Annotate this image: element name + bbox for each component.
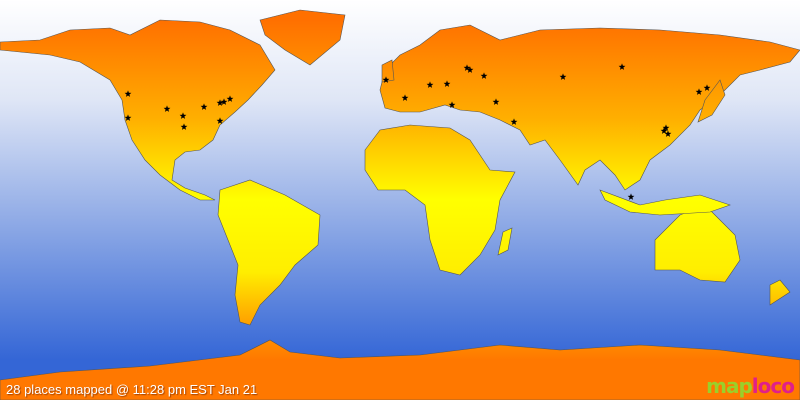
star-icon[interactable] (559, 73, 567, 80)
logo-part-loco: loco (751, 374, 795, 398)
north-america (0, 19, 276, 201)
star-icon[interactable] (443, 80, 451, 87)
star-icon[interactable] (480, 72, 488, 79)
madagascar (497, 227, 513, 256)
new-zealand (769, 279, 791, 306)
logo-part-map: map (706, 374, 753, 398)
star-icon[interactable] (200, 103, 208, 110)
star-icon[interactable] (660, 127, 668, 134)
star-icon[interactable] (466, 66, 474, 73)
antarctica (0, 339, 800, 400)
star-icon[interactable] (220, 98, 228, 105)
maploco-logo[interactable]: maploco (706, 374, 795, 398)
land-masses (0, 9, 800, 400)
japan (697, 79, 726, 123)
star-icon[interactable] (226, 95, 234, 102)
star-icon[interactable] (216, 117, 224, 124)
indonesia (599, 189, 731, 216)
africa (364, 124, 516, 276)
eurasia (379, 24, 800, 191)
star-icon[interactable] (124, 90, 132, 97)
star-icon[interactable] (163, 105, 171, 112)
star-icon[interactable] (448, 101, 456, 108)
star-icon[interactable] (179, 112, 187, 119)
star-icon[interactable] (124, 114, 132, 121)
star-icon[interactable] (703, 84, 711, 91)
uk (381, 59, 395, 83)
star-icon[interactable] (382, 76, 390, 83)
star-icon[interactable] (618, 63, 626, 70)
south-america (217, 179, 321, 326)
star-icon[interactable] (426, 81, 434, 88)
star-icon[interactable] (510, 118, 518, 125)
star-icon[interactable] (662, 124, 670, 131)
star-icon[interactable] (664, 130, 672, 137)
star-icon[interactable] (180, 123, 188, 130)
star-icon[interactable] (492, 98, 500, 105)
star-icon[interactable] (216, 99, 224, 106)
places-mapped-status: 28 places mapped @ 11:28 pm EST Jan 21 (6, 382, 258, 397)
star-icon[interactable] (695, 88, 703, 95)
star-icon[interactable] (627, 193, 635, 200)
place-markers (124, 63, 711, 200)
greenland (259, 9, 346, 66)
star-icon[interactable] (463, 64, 471, 71)
star-icon[interactable] (401, 94, 409, 101)
